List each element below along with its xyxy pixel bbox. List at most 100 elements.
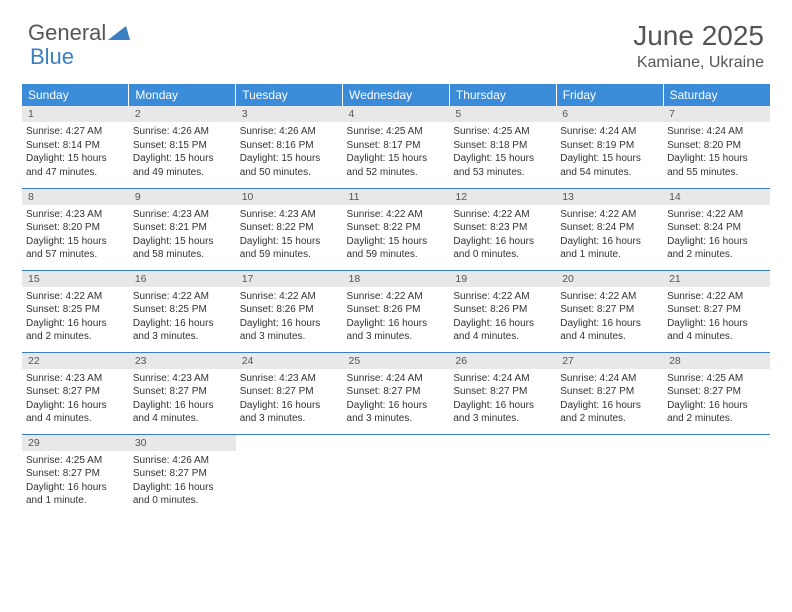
calendar-cell: 17Sunrise: 4:22 AMSunset: 8:26 PMDayligh…	[236, 270, 343, 352]
weekday-header: Monday	[129, 84, 236, 106]
calendar-cell	[236, 434, 343, 516]
calendar-cell: 26Sunrise: 4:24 AMSunset: 8:27 PMDayligh…	[449, 352, 556, 434]
day-details: Sunrise: 4:22 AMSunset: 8:23 PMDaylight:…	[449, 205, 556, 266]
calendar-table: Sunday Monday Tuesday Wednesday Thursday…	[22, 84, 770, 516]
logo-text-2: Blue	[30, 44, 74, 70]
calendar-cell: 8Sunrise: 4:23 AMSunset: 8:20 PMDaylight…	[22, 188, 129, 270]
day-details: Sunrise: 4:24 AMSunset: 8:27 PMDaylight:…	[449, 369, 556, 430]
page-header: General June 2025 Kamiane, Ukraine	[0, 0, 792, 80]
calendar-cell: 21Sunrise: 4:22 AMSunset: 8:27 PMDayligh…	[663, 270, 770, 352]
day-details: Sunrise: 4:25 AMSunset: 8:27 PMDaylight:…	[663, 369, 770, 430]
calendar-cell: 29Sunrise: 4:25 AMSunset: 8:27 PMDayligh…	[22, 434, 129, 516]
day-number: 11	[343, 189, 450, 205]
weekday-header: Sunday	[22, 84, 129, 106]
day-number: 27	[556, 353, 663, 369]
calendar-row: 22Sunrise: 4:23 AMSunset: 8:27 PMDayligh…	[22, 352, 770, 434]
day-details: Sunrise: 4:22 AMSunset: 8:25 PMDaylight:…	[22, 287, 129, 348]
calendar-cell: 5Sunrise: 4:25 AMSunset: 8:18 PMDaylight…	[449, 106, 556, 188]
day-details: Sunrise: 4:23 AMSunset: 8:22 PMDaylight:…	[236, 205, 343, 266]
day-details: Sunrise: 4:27 AMSunset: 8:14 PMDaylight:…	[22, 122, 129, 183]
title-block: June 2025 Kamiane, Ukraine	[633, 20, 764, 72]
day-number: 26	[449, 353, 556, 369]
calendar-cell: 3Sunrise: 4:26 AMSunset: 8:16 PMDaylight…	[236, 106, 343, 188]
day-details: Sunrise: 4:22 AMSunset: 8:27 PMDaylight:…	[663, 287, 770, 348]
day-details: Sunrise: 4:22 AMSunset: 8:27 PMDaylight:…	[556, 287, 663, 348]
day-details: Sunrise: 4:22 AMSunset: 8:24 PMDaylight:…	[663, 205, 770, 266]
day-details: Sunrise: 4:23 AMSunset: 8:27 PMDaylight:…	[22, 369, 129, 430]
calendar-cell: 10Sunrise: 4:23 AMSunset: 8:22 PMDayligh…	[236, 188, 343, 270]
day-number: 20	[556, 271, 663, 287]
day-details: Sunrise: 4:22 AMSunset: 8:22 PMDaylight:…	[343, 205, 450, 266]
calendar-cell: 24Sunrise: 4:23 AMSunset: 8:27 PMDayligh…	[236, 352, 343, 434]
calendar-cell: 2Sunrise: 4:26 AMSunset: 8:15 PMDaylight…	[129, 106, 236, 188]
day-number: 28	[663, 353, 770, 369]
calendar-cell	[343, 434, 450, 516]
month-title: June 2025	[633, 20, 764, 52]
day-number: 29	[22, 435, 129, 451]
logo: General	[28, 20, 130, 46]
calendar-cell: 16Sunrise: 4:22 AMSunset: 8:25 PMDayligh…	[129, 270, 236, 352]
calendar-cell: 23Sunrise: 4:23 AMSunset: 8:27 PMDayligh…	[129, 352, 236, 434]
calendar-cell: 1Sunrise: 4:27 AMSunset: 8:14 PMDaylight…	[22, 106, 129, 188]
day-number: 2	[129, 106, 236, 122]
day-number: 15	[22, 271, 129, 287]
day-details: Sunrise: 4:24 AMSunset: 8:20 PMDaylight:…	[663, 122, 770, 183]
calendar-cell: 13Sunrise: 4:22 AMSunset: 8:24 PMDayligh…	[556, 188, 663, 270]
day-number: 7	[663, 106, 770, 122]
day-number: 18	[343, 271, 450, 287]
day-number: 19	[449, 271, 556, 287]
day-number: 1	[22, 106, 129, 122]
calendar-cell	[663, 434, 770, 516]
calendar-cell: 9Sunrise: 4:23 AMSunset: 8:21 PMDaylight…	[129, 188, 236, 270]
day-details: Sunrise: 4:25 AMSunset: 8:17 PMDaylight:…	[343, 122, 450, 183]
calendar-cell: 28Sunrise: 4:25 AMSunset: 8:27 PMDayligh…	[663, 352, 770, 434]
day-details: Sunrise: 4:22 AMSunset: 8:26 PMDaylight:…	[343, 287, 450, 348]
day-details: Sunrise: 4:26 AMSunset: 8:27 PMDaylight:…	[129, 451, 236, 512]
calendar-cell: 22Sunrise: 4:23 AMSunset: 8:27 PMDayligh…	[22, 352, 129, 434]
calendar-cell: 14Sunrise: 4:22 AMSunset: 8:24 PMDayligh…	[663, 188, 770, 270]
calendar-row: 15Sunrise: 4:22 AMSunset: 8:25 PMDayligh…	[22, 270, 770, 352]
day-details: Sunrise: 4:24 AMSunset: 8:19 PMDaylight:…	[556, 122, 663, 183]
day-details: Sunrise: 4:23 AMSunset: 8:21 PMDaylight:…	[129, 205, 236, 266]
weekday-header: Tuesday	[236, 84, 343, 106]
day-number: 10	[236, 189, 343, 205]
calendar-cell	[449, 434, 556, 516]
calendar-row: 8Sunrise: 4:23 AMSunset: 8:20 PMDaylight…	[22, 188, 770, 270]
weekday-header: Wednesday	[343, 84, 450, 106]
calendar-cell: 20Sunrise: 4:22 AMSunset: 8:27 PMDayligh…	[556, 270, 663, 352]
logo-text-1: General	[28, 20, 106, 46]
day-number: 3	[236, 106, 343, 122]
calendar-cell	[556, 434, 663, 516]
day-number: 22	[22, 353, 129, 369]
day-details: Sunrise: 4:23 AMSunset: 8:27 PMDaylight:…	[236, 369, 343, 430]
day-details: Sunrise: 4:26 AMSunset: 8:15 PMDaylight:…	[129, 122, 236, 183]
calendar-cell: 4Sunrise: 4:25 AMSunset: 8:17 PMDaylight…	[343, 106, 450, 188]
day-number: 23	[129, 353, 236, 369]
day-number: 24	[236, 353, 343, 369]
calendar-cell: 18Sunrise: 4:22 AMSunset: 8:26 PMDayligh…	[343, 270, 450, 352]
day-details: Sunrise: 4:25 AMSunset: 8:18 PMDaylight:…	[449, 122, 556, 183]
logo-triangle-icon	[108, 20, 130, 46]
day-details: Sunrise: 4:26 AMSunset: 8:16 PMDaylight:…	[236, 122, 343, 183]
day-number: 12	[449, 189, 556, 205]
calendar-cell: 19Sunrise: 4:22 AMSunset: 8:26 PMDayligh…	[449, 270, 556, 352]
day-number: 8	[22, 189, 129, 205]
weekday-header: Thursday	[449, 84, 556, 106]
day-number: 14	[663, 189, 770, 205]
day-details: Sunrise: 4:22 AMSunset: 8:25 PMDaylight:…	[129, 287, 236, 348]
calendar-row: 1Sunrise: 4:27 AMSunset: 8:14 PMDaylight…	[22, 106, 770, 188]
day-details: Sunrise: 4:22 AMSunset: 8:26 PMDaylight:…	[236, 287, 343, 348]
calendar-cell: 15Sunrise: 4:22 AMSunset: 8:25 PMDayligh…	[22, 270, 129, 352]
day-details: Sunrise: 4:22 AMSunset: 8:26 PMDaylight:…	[449, 287, 556, 348]
calendar-cell: 30Sunrise: 4:26 AMSunset: 8:27 PMDayligh…	[129, 434, 236, 516]
calendar-row: 29Sunrise: 4:25 AMSunset: 8:27 PMDayligh…	[22, 434, 770, 516]
weekday-header: Saturday	[663, 84, 770, 106]
calendar-cell: 12Sunrise: 4:22 AMSunset: 8:23 PMDayligh…	[449, 188, 556, 270]
day-details: Sunrise: 4:24 AMSunset: 8:27 PMDaylight:…	[343, 369, 450, 430]
weekday-header-row: Sunday Monday Tuesday Wednesday Thursday…	[22, 84, 770, 106]
day-details: Sunrise: 4:24 AMSunset: 8:27 PMDaylight:…	[556, 369, 663, 430]
day-details: Sunrise: 4:22 AMSunset: 8:24 PMDaylight:…	[556, 205, 663, 266]
day-number: 21	[663, 271, 770, 287]
day-number: 13	[556, 189, 663, 205]
day-details: Sunrise: 4:23 AMSunset: 8:20 PMDaylight:…	[22, 205, 129, 266]
